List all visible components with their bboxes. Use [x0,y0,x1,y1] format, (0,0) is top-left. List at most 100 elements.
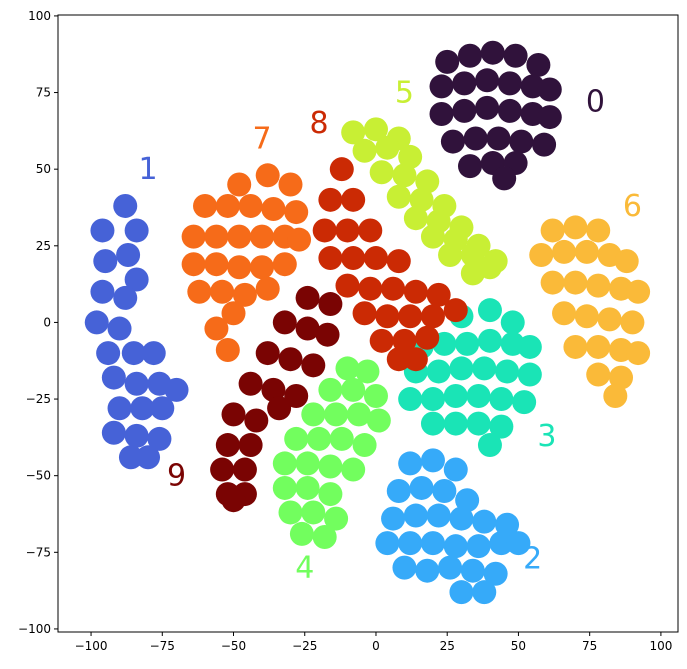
point [403,503,428,528]
point [238,193,263,218]
point [497,98,522,123]
point [460,558,485,583]
point [136,445,161,470]
point [261,197,286,222]
point [318,187,343,212]
point [420,304,445,329]
point [221,301,246,326]
point [492,166,517,191]
point [341,246,366,271]
point [563,270,588,295]
point [255,163,280,188]
point [318,454,343,479]
point [489,531,514,556]
point [147,426,172,451]
point [101,365,126,390]
point [341,120,366,145]
point [509,129,534,154]
plot-frame [57,14,679,633]
point [386,479,411,504]
cluster-label: 5 [395,76,414,111]
point [352,301,377,326]
point [398,451,423,476]
x-tick-label: 75 [582,639,597,653]
point [466,534,491,559]
point [363,383,388,408]
point [497,71,522,96]
point [480,40,505,65]
point [318,482,343,507]
point [284,200,309,225]
point [495,359,520,384]
point [335,218,360,243]
point [107,316,132,341]
point [403,206,428,231]
point [289,521,314,546]
point [181,224,206,249]
point [563,334,588,359]
point [204,316,229,341]
point [358,276,383,301]
point [341,457,366,482]
point [295,475,320,500]
point [215,193,240,218]
point [420,531,445,556]
point [335,356,360,381]
x-tick-label: −50 [221,639,246,653]
point [312,524,337,549]
point [341,377,366,402]
point [392,555,417,580]
point [375,304,400,329]
point [238,371,263,396]
point [506,531,531,556]
point [420,448,445,473]
point [272,252,297,277]
point [398,304,423,329]
point [449,356,474,381]
point [369,160,394,185]
point [141,341,166,366]
point [452,98,477,123]
point [472,356,497,381]
point [475,68,500,93]
point [586,273,611,298]
y-tick-label: −50 [26,469,51,483]
point [90,279,115,304]
point [381,276,406,301]
point [150,396,175,421]
point [250,224,275,249]
point [517,334,542,359]
point [352,433,377,458]
point [489,387,514,412]
point [503,43,528,68]
point [284,383,309,408]
point [392,163,417,188]
point [540,218,565,243]
x-tick-label: −25 [292,639,317,653]
y-tick-label: 50 [36,162,51,176]
point [358,218,383,243]
point [426,282,451,307]
cluster-label: 6 [623,189,642,224]
point [443,383,468,408]
point [517,362,542,387]
point [429,102,454,127]
point [526,52,551,77]
point [455,488,480,513]
x-tick-label: 25 [440,639,455,653]
point [552,239,577,264]
cluster-label: 1 [138,152,157,187]
point [386,184,411,209]
point [193,193,218,218]
point [472,509,497,534]
point [429,74,454,99]
point [204,252,229,277]
point [366,408,391,433]
point [466,383,491,408]
point [113,193,138,218]
point [204,224,229,249]
point [449,506,474,531]
point [312,218,337,243]
point [432,479,457,504]
point [398,387,423,412]
